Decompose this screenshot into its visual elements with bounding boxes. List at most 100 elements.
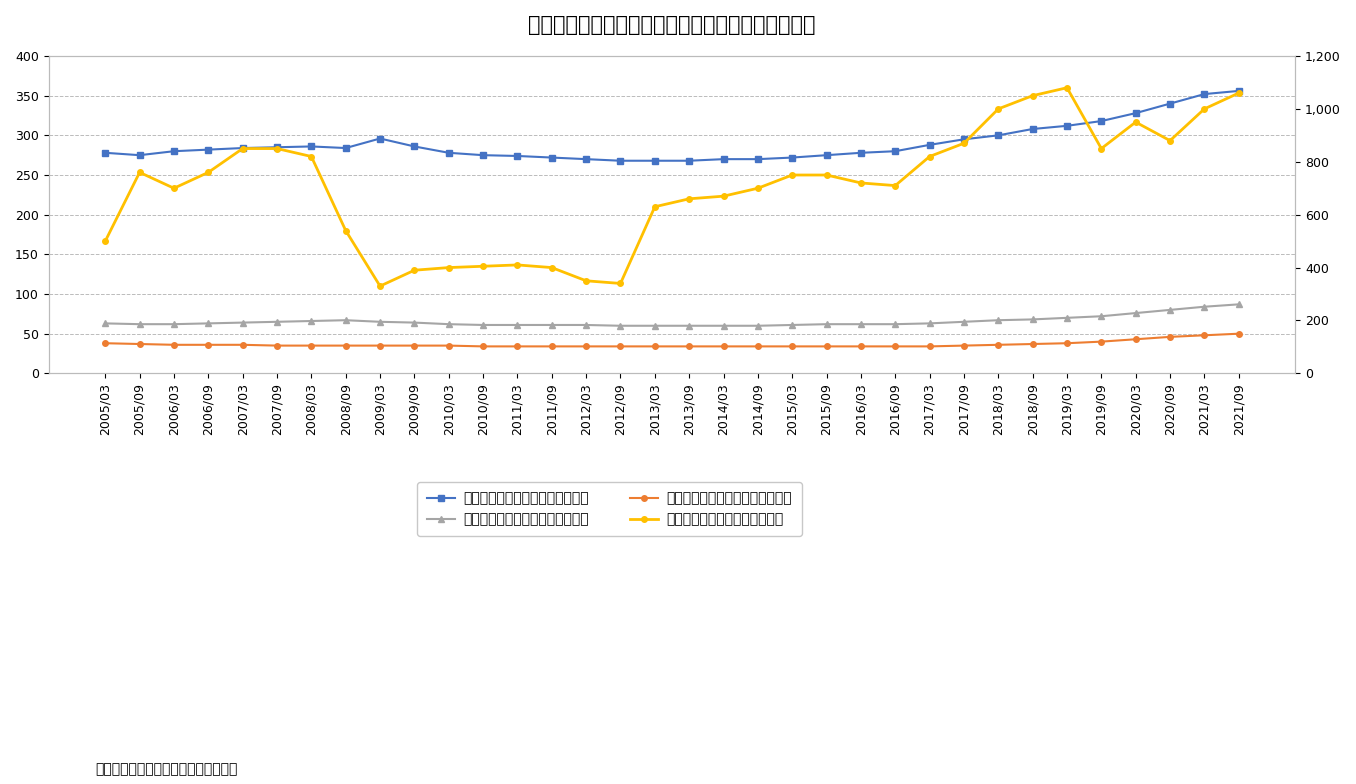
- 株式等による資金調達（右軸）: [1059, 83, 1075, 93]
- 株式等による資金調達（右軸）: [268, 143, 285, 153]
- 株式等による資金調達（右軸）: [98, 237, 114, 246]
- 公的金融機関からの借入（左軸）: [750, 342, 766, 351]
- 公的金融機関からの借入（左軸）: [372, 341, 388, 350]
- 株式等による資金調達（右軸）: [132, 168, 148, 177]
- 民間金融機関からの借入（左軸）: [887, 147, 903, 156]
- 債務証券による資金調達（左軸）: [407, 318, 423, 327]
- 公的金融機関からの借入（左軸）: [681, 342, 697, 351]
- 民間金融機関からの借入（左軸）: [338, 143, 354, 153]
- 株式等による資金調達（右軸）: [165, 183, 182, 193]
- 公的金融機関からの借入（左軸）: [304, 341, 320, 350]
- 公的金融機関からの借入（左軸）: [1128, 335, 1144, 344]
- 公的金融機関からの借入（左軸）: [1025, 339, 1041, 349]
- 公的金融機関からの借入（左軸）: [853, 342, 869, 351]
- 債務証券による資金調達（左軸）: [268, 317, 285, 326]
- 民間金融機関からの借入（左軸）: [1059, 121, 1075, 130]
- 債務証券による資金調達（左軸）: [235, 318, 251, 327]
- 民間金融機関からの借入（左軸）: [132, 151, 148, 160]
- 公的金融機関からの借入（左軸）: [1093, 337, 1109, 347]
- 債務証券による資金調達（左軸）: [372, 317, 388, 326]
- 公的金融機関からの借入（左軸）: [716, 342, 732, 351]
- 公的金融機関からの借入（左軸）: [165, 340, 182, 350]
- 債務証券による資金調達（左軸）: [681, 321, 697, 331]
- 民間金融機関からの借入（左軸）: [647, 156, 663, 165]
- 株式等による資金調達（右軸）: [201, 168, 217, 177]
- 株式等による資金調達（右軸）: [647, 202, 663, 212]
- 公的金融機関からの借入（左軸）: [887, 342, 903, 351]
- 債務証券による資金調達（左軸）: [990, 315, 1006, 325]
- 公的金融機関からの借入（左軸）: [922, 342, 938, 351]
- 株式等による資金調達（右軸）: [887, 181, 903, 191]
- 債務証券による資金調達（左軸）: [338, 315, 354, 325]
- 株式等による資金調達（右軸）: [475, 262, 491, 271]
- 株式等による資金調達（右軸）: [681, 194, 697, 204]
- 民間金融機関からの借入（左軸）: [1025, 125, 1041, 134]
- 債務証券による資金調達（左軸）: [716, 321, 732, 331]
- 公的金融機関からの借入（左軸）: [201, 340, 217, 350]
- 株式等による資金調達（右軸）: [990, 104, 1006, 114]
- 債務証券による資金調達（左軸）: [304, 316, 320, 325]
- 債務証券による資金調達（左軸）: [1128, 308, 1144, 318]
- 株式等による資金調達（右軸）: [613, 279, 629, 289]
- 公的金融機関からの借入（左軸）: [647, 342, 663, 351]
- 民間金融機関からの借入（左軸）: [750, 154, 766, 164]
- 公的金融機関からの借入（左軸）: [268, 341, 285, 350]
- 民間金融機関からの借入（左軸）: [372, 134, 388, 143]
- 公的金融機関からの借入（左軸）: [956, 341, 972, 350]
- 民間金融機関からの借入（左軸）: [98, 148, 114, 158]
- 民間金融機関からの借入（左軸）: [268, 143, 285, 152]
- 民間金融機関からの借入（左軸）: [1231, 86, 1248, 96]
- 債務証券による資金調達（左軸）: [544, 321, 560, 330]
- Legend: 民間金融機関からの借入（左軸）, 債務証券による資金調達（左軸）, 公的金融機関からの借入（左軸）, 株式等による資金調達（右軸）: 民間金融機関からの借入（左軸）, 債務証券による資金調達（左軸）, 公的金融機関…: [418, 482, 801, 536]
- 株式等による資金調達（右軸）: [441, 263, 457, 272]
- 公的金融機関からの借入（左軸）: [1059, 339, 1075, 348]
- 債務証券による資金調達（左軸）: [750, 321, 766, 331]
- 民間金融機関からの借入（左軸）: [1093, 116, 1109, 125]
- 債務証券による資金調達（左軸）: [510, 321, 526, 330]
- 公的金融機関からの借入（左軸）: [784, 342, 800, 351]
- 株式等による資金調達（右軸）: [922, 152, 938, 162]
- Title: 図表３：民間非金融法人企業の金融負債残高の推移: 図表３：民間非金融法人企業の金融負債残高の推移: [529, 15, 816, 35]
- 民間金融機関からの借入（左軸）: [407, 142, 423, 151]
- 民間金融機関からの借入（左軸）: [1128, 108, 1144, 118]
- 株式等による資金調達（右軸）: [819, 170, 835, 180]
- 債務証券による資金調達（左軸）: [475, 321, 491, 330]
- 民間金融機関からの借入（左軸）: [165, 147, 182, 156]
- 民間金融機関からの借入（左軸）: [510, 151, 526, 161]
- 民間金融機関からの借入（左軸）: [956, 135, 972, 144]
- 株式等による資金調達（右軸）: [853, 178, 869, 187]
- 債務証券による資金調達（左軸）: [98, 318, 114, 328]
- 株式等による資金調達（右軸）: [510, 260, 526, 270]
- 株式等による資金調達（右軸）: [338, 226, 354, 235]
- 債務証券による資金調達（左軸）: [1196, 302, 1212, 311]
- 株式等による資金調達（右軸）: [750, 183, 766, 193]
- Line: 民間金融機関からの借入（左軸）: 民間金融機関からの借入（左軸）: [103, 88, 1242, 164]
- 株式等による資金調達（右軸）: [372, 281, 388, 291]
- 民間金融機関からの借入（左軸）: [544, 153, 560, 162]
- 株式等による資金調達（右軸）: [304, 152, 320, 162]
- 債務証券による資金調達（左軸）: [887, 319, 903, 328]
- 株式等による資金調達（右軸）: [956, 139, 972, 148]
- 民間金融機関からの借入（左軸）: [819, 151, 835, 160]
- Line: 株式等による資金調達（右軸）: 株式等による資金調達（右軸）: [103, 85, 1242, 289]
- 公的金融機関からの借入（左軸）: [475, 342, 491, 351]
- 株式等による資金調達（右軸）: [407, 266, 423, 275]
- 株式等による資金調達（右軸）: [235, 143, 251, 153]
- 民間金融機関からの借入（左軸）: [613, 156, 629, 165]
- 債務証券による資金調達（左軸）: [819, 319, 835, 328]
- 債務証券による資金調達（左軸）: [956, 317, 972, 326]
- 公的金融機関からの借入（左軸）: [1162, 332, 1178, 342]
- 民間金融機関からの借入（左軸）: [1162, 99, 1178, 108]
- 公的金融機関からの借入（左軸）: [578, 342, 594, 351]
- 債務証券による資金調達（左軸）: [1025, 314, 1041, 324]
- 公的金融機関からの借入（左軸）: [441, 341, 457, 350]
- 株式等による資金調達（右軸）: [578, 276, 594, 285]
- 株式等による資金調達（右軸）: [716, 191, 732, 201]
- 債務証券による資金調達（左軸）: [132, 319, 148, 328]
- 債務証券による資金調達（左軸）: [784, 321, 800, 330]
- 民間金融機関からの借入（左軸）: [990, 131, 1006, 140]
- 株式等による資金調達（右軸）: [1025, 91, 1041, 100]
- Line: 債務証券による資金調達（左軸）: 債務証券による資金調達（左軸）: [103, 302, 1242, 328]
- 民間金融機関からの借入（左軸）: [922, 140, 938, 150]
- 民間金融機関からの借入（左軸）: [1196, 89, 1212, 99]
